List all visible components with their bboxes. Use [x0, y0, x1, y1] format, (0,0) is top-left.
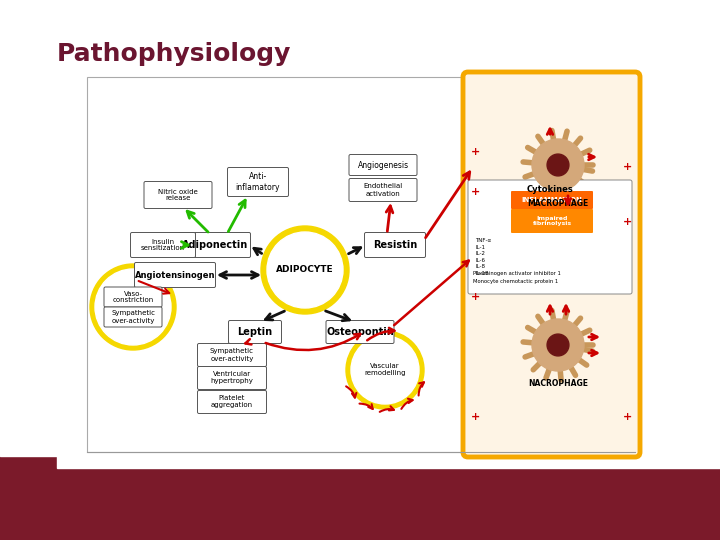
- FancyBboxPatch shape: [197, 367, 266, 389]
- Text: Ventricular
hypertrophy: Ventricular hypertrophy: [210, 372, 253, 384]
- FancyBboxPatch shape: [104, 307, 162, 327]
- FancyBboxPatch shape: [349, 179, 417, 201]
- Circle shape: [261, 226, 349, 314]
- Circle shape: [547, 334, 569, 356]
- Circle shape: [532, 139, 584, 191]
- Text: Plasminogen activator inhibitor 1: Plasminogen activator inhibitor 1: [473, 272, 561, 276]
- Text: Osteopontin: Osteopontin: [326, 327, 394, 337]
- FancyBboxPatch shape: [511, 191, 593, 209]
- Bar: [0, 456, 57, 468]
- FancyBboxPatch shape: [468, 180, 632, 294]
- Text: +: +: [472, 187, 481, 197]
- Text: MACROPHAGE: MACROPHAGE: [527, 199, 589, 207]
- FancyBboxPatch shape: [364, 233, 426, 258]
- FancyBboxPatch shape: [135, 262, 215, 287]
- Text: Pathophysiology: Pathophysiology: [57, 42, 292, 66]
- FancyBboxPatch shape: [326, 321, 394, 343]
- Text: +: +: [472, 147, 481, 157]
- Text: +: +: [622, 217, 631, 227]
- Text: +: +: [472, 412, 481, 422]
- Circle shape: [547, 154, 569, 176]
- Text: +: +: [622, 162, 631, 172]
- Text: Endothelial
activation: Endothelial activation: [364, 184, 402, 197]
- Text: Vaso-
constriction: Vaso- constriction: [112, 291, 153, 303]
- Text: +: +: [472, 292, 481, 302]
- Bar: [57, 454, 720, 468]
- FancyBboxPatch shape: [197, 390, 266, 414]
- Text: Sympathetic
over-activity: Sympathetic over-activity: [111, 310, 155, 323]
- FancyBboxPatch shape: [144, 181, 212, 208]
- Text: Sympathetic
over-activity: Sympathetic over-activity: [210, 348, 254, 361]
- Circle shape: [267, 232, 343, 308]
- FancyBboxPatch shape: [228, 321, 282, 343]
- Circle shape: [346, 331, 424, 409]
- Text: Insulin
sensitization: Insulin sensitization: [141, 239, 185, 252]
- Text: Monocyte chemotactic protein 1: Monocyte chemotactic protein 1: [473, 280, 558, 285]
- Text: TNF-α
IL-1
IL-2
IL-6
IL-8
IL-18: TNF-α IL-1 IL-2 IL-6 IL-8 IL-18: [475, 238, 491, 276]
- FancyBboxPatch shape: [130, 233, 196, 258]
- FancyBboxPatch shape: [104, 287, 162, 307]
- Circle shape: [95, 269, 171, 345]
- FancyBboxPatch shape: [228, 167, 289, 197]
- Bar: [87, 77, 635, 452]
- Circle shape: [351, 336, 419, 404]
- FancyBboxPatch shape: [463, 72, 640, 457]
- Text: Adiponectin: Adiponectin: [182, 240, 248, 250]
- Text: Cytokines: Cytokines: [526, 186, 573, 194]
- Text: NACROPHAGE: NACROPHAGE: [528, 379, 588, 388]
- FancyBboxPatch shape: [197, 343, 266, 367]
- Text: Anti-
inflamatory: Anti- inflamatory: [235, 172, 280, 192]
- Text: Nitric oxide
release: Nitric oxide release: [158, 188, 198, 201]
- Text: Vascular
remodelling: Vascular remodelling: [364, 363, 406, 376]
- Text: Platelet
aggregation: Platelet aggregation: [211, 395, 253, 408]
- FancyBboxPatch shape: [179, 233, 251, 258]
- FancyBboxPatch shape: [511, 209, 593, 233]
- Text: +: +: [622, 412, 631, 422]
- FancyBboxPatch shape: [349, 154, 417, 176]
- Text: Resistin: Resistin: [373, 240, 417, 250]
- Text: ADIPOCYTE: ADIPOCYTE: [276, 266, 334, 274]
- Text: Leptin: Leptin: [238, 327, 273, 337]
- Text: INFLAMMATION: INFLAMMATION: [521, 197, 582, 203]
- Circle shape: [90, 264, 176, 350]
- Bar: [0, 468, 720, 540]
- Circle shape: [532, 319, 584, 371]
- Text: Angiogenesis: Angiogenesis: [357, 160, 408, 170]
- Text: Impaired
fibrinolysis: Impaired fibrinolysis: [532, 215, 572, 226]
- Text: Angiotensinogen: Angiotensinogen: [135, 271, 215, 280]
